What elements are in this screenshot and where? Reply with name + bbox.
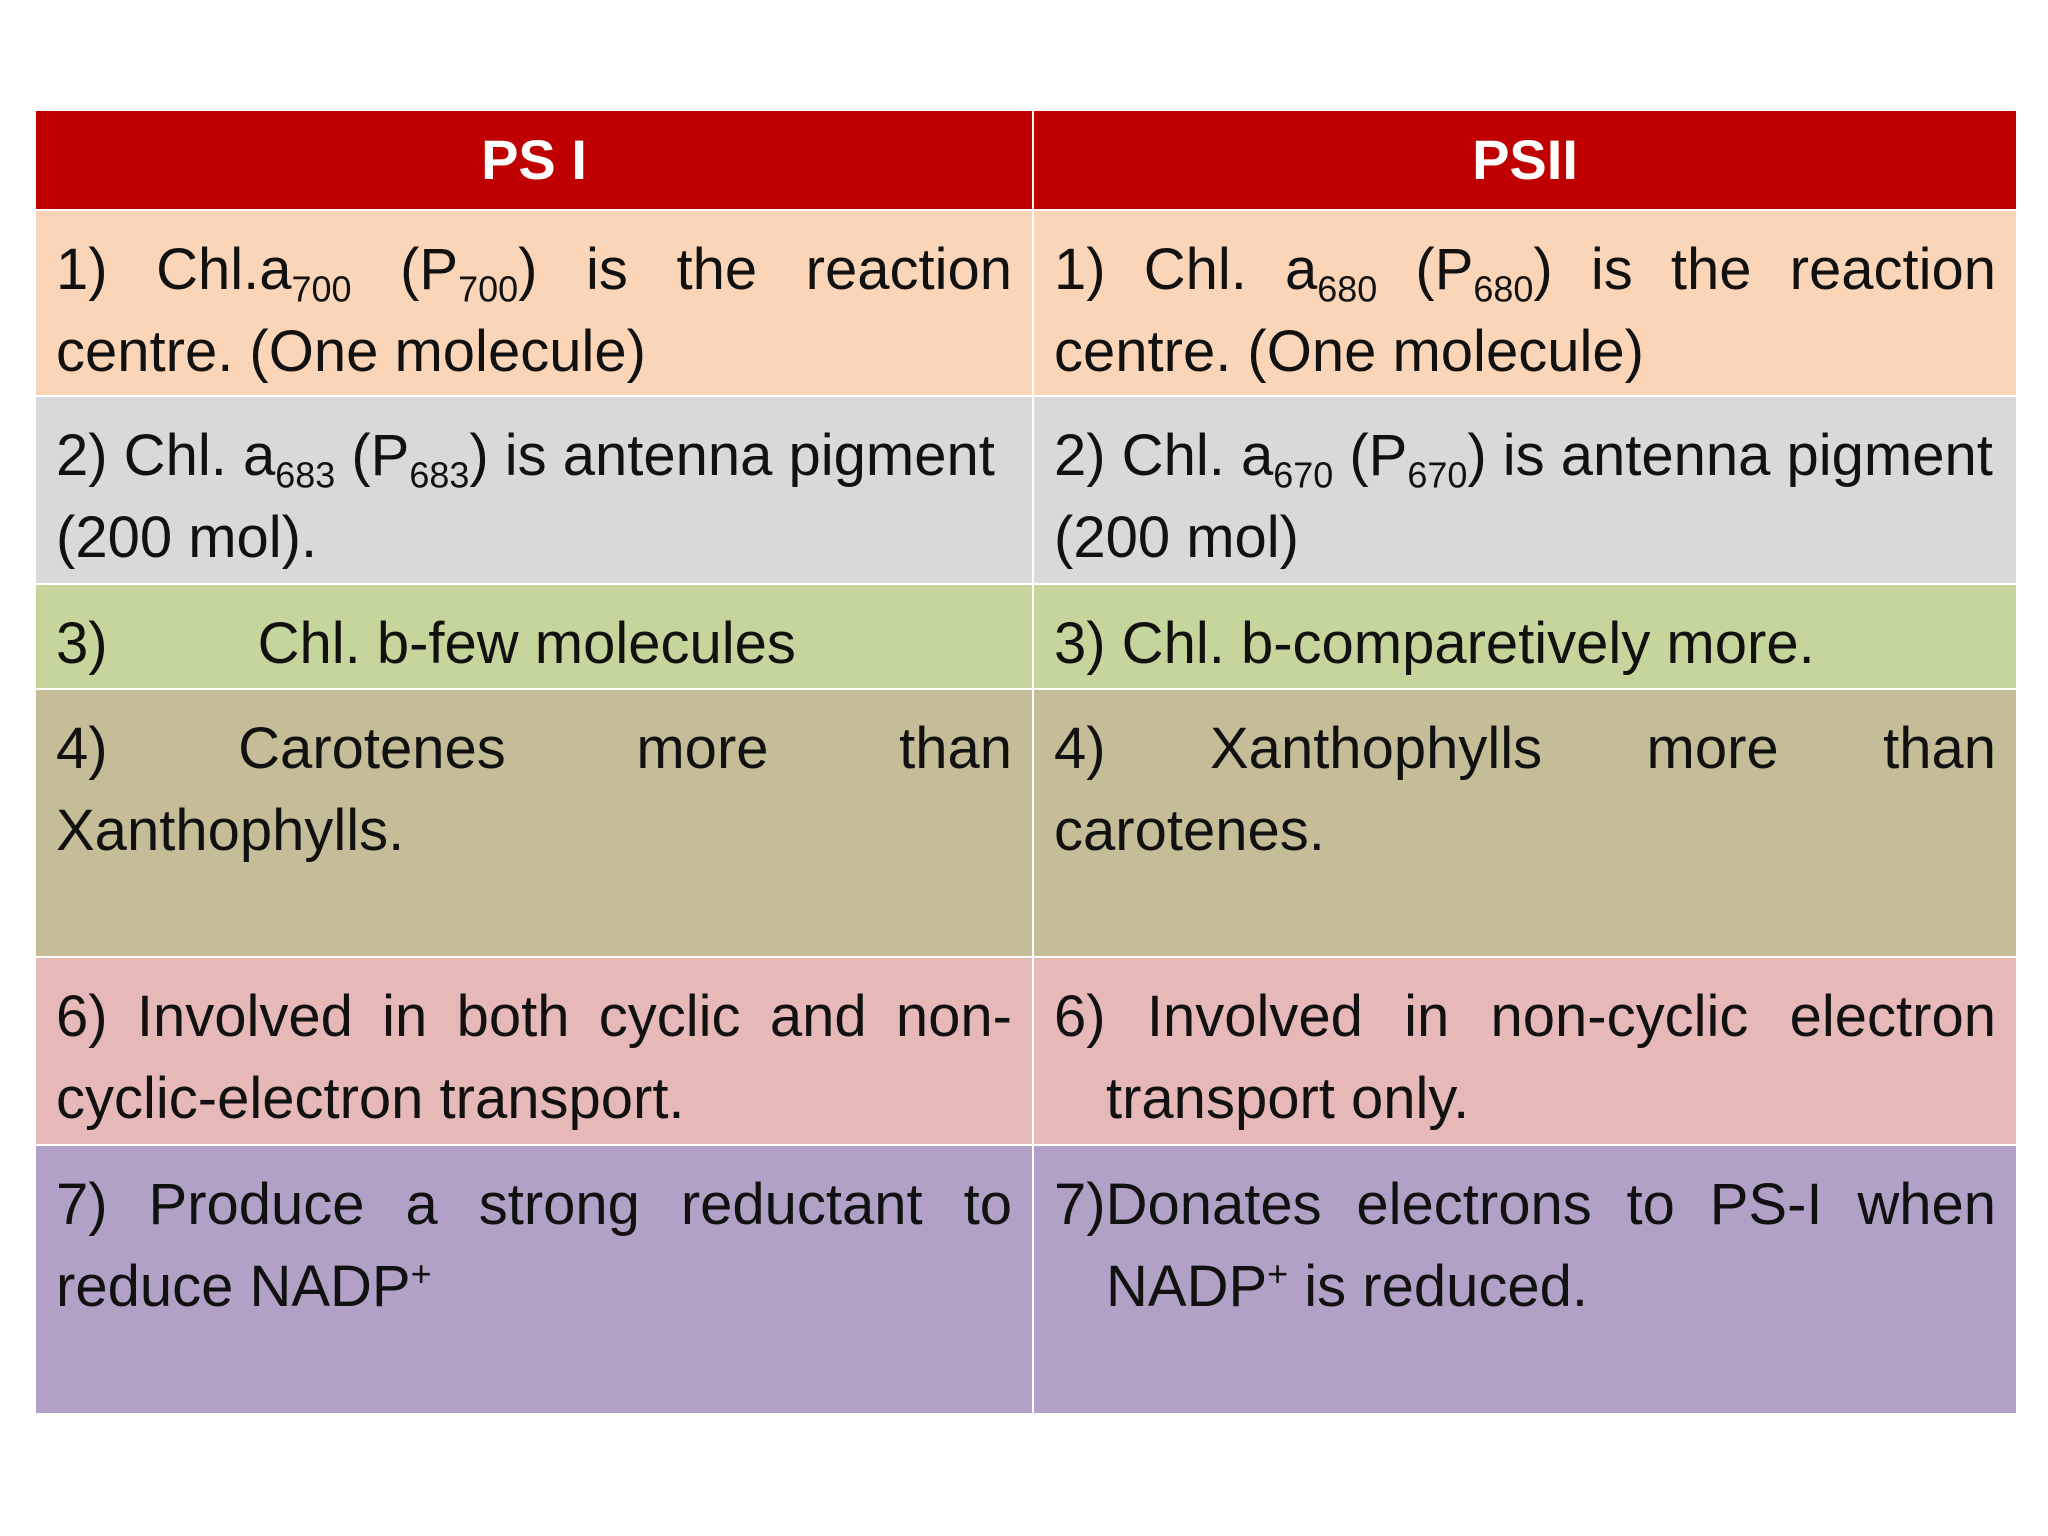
header-ps1-label: PS I [481,128,587,191]
row2-ps1-sub1: 683 [275,454,336,496]
row3-ps1-num: 3) [56,611,108,676]
row6-ps1-pre: 7) Produce a strong reductant to reduce … [56,1172,1012,1319]
row1-ps2-sub2: 680 [1473,268,1534,310]
row6-ps2-pre: 7)Donates electrons to PS-I when NADP [1054,1172,1996,1319]
row4-ps1-cell: 4) Carotenes more than Xanthophylls. [36,690,1032,956]
row5-ps2-cell: 6) Involved in non-cyclic electron trans… [1034,958,2016,1144]
row1-ps1-cell: 1) Chl.a700 (P700) is the reaction centr… [36,211,1032,395]
row1-ps2-pre: 1) Chl. a [1054,237,1318,302]
row1-ps1-mid: (P [351,237,459,302]
row3-ps1-text: Chl. b-few molecules [257,611,796,676]
row4-ps1-text: 4) Carotenes more than Xanthophylls. [56,716,1012,863]
row5-ps2-text: 6) Involved in non-cyclic electron trans… [1054,984,1996,1131]
row2-ps1-sub2: 683 [409,454,470,496]
row1-ps2-cell: 1) Chl. a680 (P680) is the reaction cent… [1034,211,2016,395]
row5-ps1-text: 6) Involved in both cyclic and non-cycli… [56,984,1012,1131]
row6-ps1-sup: + [410,1253,432,1295]
row1-ps2-mid: (P [1377,237,1474,302]
row2-ps1-cell: 2) Chl. a683 (P683) is antenna pigment (… [36,397,1032,583]
row2-ps2-sub2: 670 [1407,454,1468,496]
row1-ps2-sub1: 680 [1317,268,1378,310]
row1-ps1-post: ) is the reaction centre. (One molecule) [56,237,1012,384]
row6-ps2-sup: + [1267,1253,1289,1295]
row3-ps2-text: 3) Chl. b-comparetively more. [1054,611,1815,676]
row1-ps1-sub1: 700 [291,268,352,310]
row2-ps2-mid: (P [1333,423,1408,488]
row6-ps2-cell: 7)Donates electrons to PS-I when NADP+ i… [1034,1146,2016,1413]
row4-ps2-cell: 4) Xanthophylls more than carotenes. [1034,690,2016,956]
row2-ps2-sub1: 670 [1273,454,1334,496]
row2-ps1-pre: 2) Chl. a [56,423,276,488]
row4-ps2-text: 4) Xanthophylls more than carotenes. [1054,716,1996,863]
row2-ps2-post: ) is antenna pigment (200 mol) [1054,423,1993,570]
row3-ps1-cell: 3) Chl. b-few molecules [36,585,1032,688]
row5-ps1-cell: 6) Involved in both cyclic and non-cycli… [36,958,1032,1144]
comparison-table: PS I PSII 1) Chl.a700 (P700) is the reac… [36,111,2016,1413]
row1-ps1-sub2: 700 [458,268,519,310]
row6-ps2-post: is reduced. [1288,1254,1588,1319]
header-ps2: PSII [1034,111,2016,209]
row2-ps2-cell: 2) Chl. a670 (P670) is antenna pigment (… [1034,397,2016,583]
header-ps2-label: PSII [1472,128,1578,191]
row1-ps2-post: ) is the reaction centre. (One molecule) [1054,237,1996,384]
row6-ps1-cell: 7) Produce a strong reductant to reduce … [36,1146,1032,1413]
header-ps1: PS I [36,111,1032,209]
row2-ps1-post: ) is antenna pigment (200 mol). [56,423,995,570]
row2-ps2-pre: 2) Chl. a [1054,423,1274,488]
row1-ps1-pre: 1) Chl.a [56,237,292,302]
row3-ps2-cell: 3) Chl. b-comparetively more. [1034,585,2016,688]
row2-ps1-mid: (P [335,423,410,488]
